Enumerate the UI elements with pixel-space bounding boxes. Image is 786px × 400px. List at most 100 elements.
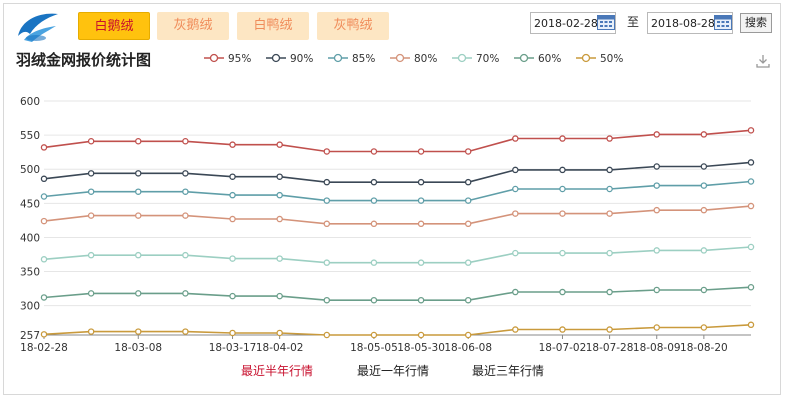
calendar-icon[interactable] <box>714 14 732 30</box>
x-tick-label: 18-03-17 <box>209 342 257 354</box>
data-point <box>323 331 331 339</box>
end-date-input[interactable] <box>647 12 733 34</box>
data-point <box>747 159 755 166</box>
data-point <box>229 215 236 223</box>
legend-marker <box>333 53 343 63</box>
tab-grey-duck-down[interactable]: 灰鸭绒 <box>317 12 389 40</box>
data-point <box>606 185 613 193</box>
search-button[interactable]: 搜索 <box>740 13 772 33</box>
y-tick-label: 500 <box>20 164 40 176</box>
legend-marker <box>519 53 529 63</box>
data-point <box>512 249 519 257</box>
range-link-half-year[interactable]: 最近半年行情 <box>241 364 314 378</box>
data-point <box>276 329 283 337</box>
data-point <box>182 212 189 219</box>
data-point <box>182 251 189 259</box>
legend-label: 90% <box>290 53 313 65</box>
data-point <box>229 329 236 337</box>
tab-grey-goose-down[interactable]: 灰鹅绒 <box>157 12 229 40</box>
data-point <box>417 197 425 204</box>
data-point <box>229 292 236 300</box>
data-point <box>747 178 755 185</box>
data-point <box>464 331 472 339</box>
data-point <box>229 255 236 262</box>
legend-marker <box>209 53 219 63</box>
data-point <box>747 127 755 134</box>
data-point <box>370 296 378 304</box>
legend-label: 60% <box>538 53 561 65</box>
chart-panel <box>3 3 781 395</box>
download-icon[interactable] <box>756 54 770 68</box>
data-point <box>229 173 236 180</box>
data-point <box>323 220 331 228</box>
data-point <box>512 135 519 142</box>
y-tick-label: 400 <box>20 232 40 244</box>
data-point <box>87 188 95 195</box>
tab-white-duck-down[interactable]: 白鸭绒 <box>237 12 309 40</box>
data-point <box>512 210 519 217</box>
data-point <box>370 220 378 228</box>
range-link-one-year[interactable]: 最近一年行情 <box>357 364 430 378</box>
data-point <box>229 141 236 148</box>
data-point <box>417 178 425 186</box>
x-tick-label: 18-02-28 <box>20 342 68 354</box>
brand-logo-icon <box>18 13 58 42</box>
data-point <box>182 328 189 335</box>
data-point <box>40 144 48 151</box>
data-point <box>606 135 613 142</box>
data-point <box>417 259 425 266</box>
data-point <box>653 163 660 170</box>
data-point <box>747 202 755 210</box>
data-point <box>135 290 142 297</box>
data-point <box>370 178 378 186</box>
data-point <box>464 197 472 204</box>
data-point <box>653 206 660 214</box>
y-tick-label: 350 <box>20 267 40 279</box>
data-point <box>323 178 331 186</box>
range-link-three-year[interactable]: 最近三年行情 <box>472 364 545 378</box>
data-point <box>370 259 378 266</box>
data-point <box>40 256 48 263</box>
data-point <box>40 175 48 183</box>
data-point <box>700 131 708 138</box>
y-tick-label: 257 <box>20 330 40 342</box>
data-point <box>276 191 283 199</box>
data-point <box>606 166 613 174</box>
data-point <box>135 212 142 219</box>
data-point <box>606 326 613 333</box>
legend-label: 95% <box>228 53 251 65</box>
data-point <box>276 255 283 262</box>
legend-marker <box>271 53 281 63</box>
series-line-70pct <box>43 246 752 264</box>
data-point <box>135 170 142 177</box>
data-point <box>276 141 283 148</box>
data-point <box>512 185 519 193</box>
data-point <box>229 191 236 199</box>
data-point <box>653 247 660 254</box>
data-point <box>276 292 283 300</box>
data-point <box>417 331 425 339</box>
start-date-input[interactable] <box>530 12 616 34</box>
data-point <box>182 188 189 195</box>
data-point <box>40 294 48 301</box>
series-line-85pct <box>43 180 752 202</box>
data-point <box>700 182 708 189</box>
calendar-icon[interactable] <box>597 14 615 30</box>
date-range-separator: 至 <box>627 15 640 29</box>
data-point <box>135 138 142 145</box>
data-point <box>87 170 95 177</box>
data-point <box>700 247 708 254</box>
data-point <box>87 138 95 145</box>
data-point <box>512 288 519 296</box>
x-tick-label: 18-05-05 <box>350 342 398 354</box>
x-tick-label: 18-08-20 <box>680 342 728 354</box>
series-line-60pct <box>43 286 752 302</box>
data-point <box>370 197 378 204</box>
tab-white-goose-down[interactable]: 白鹅绒 <box>78 12 150 40</box>
data-point <box>87 251 95 259</box>
x-tick-label: 18-03-08 <box>114 342 162 354</box>
data-point <box>747 243 755 251</box>
series-line-90pct <box>43 161 752 183</box>
data-point <box>606 288 613 296</box>
